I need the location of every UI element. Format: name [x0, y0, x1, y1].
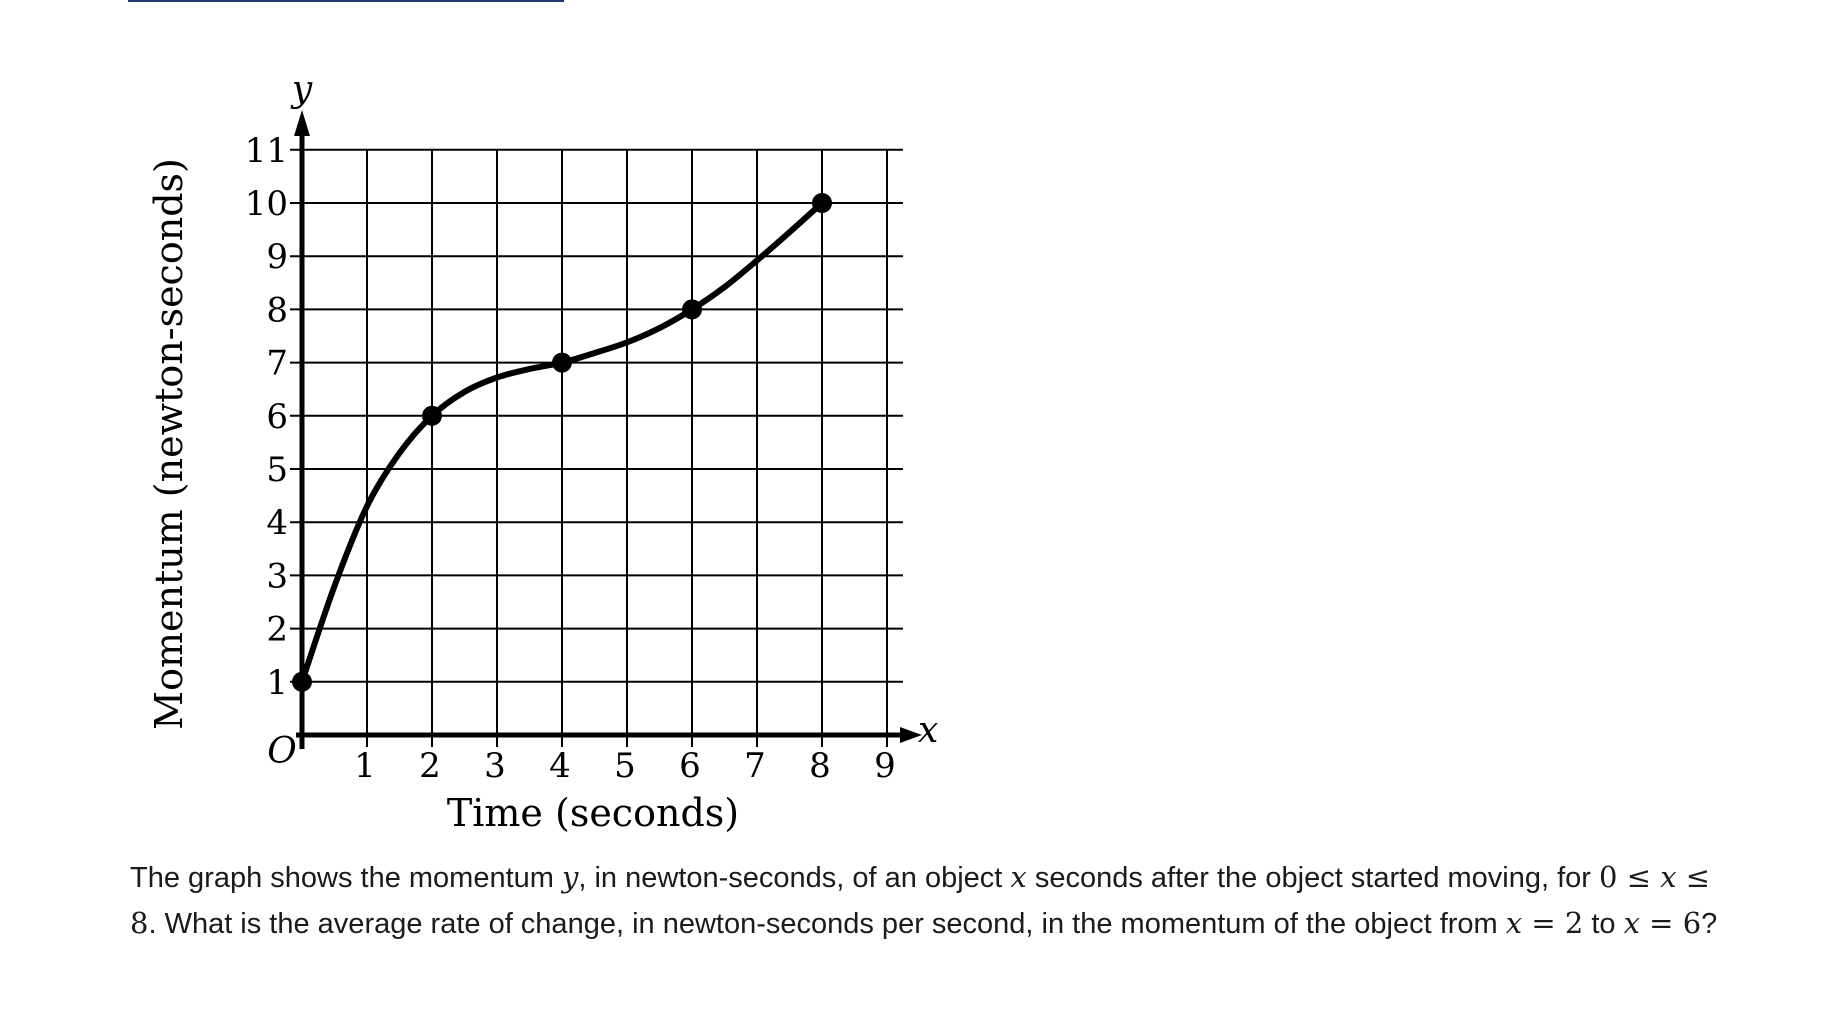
data-point [292, 671, 312, 692]
chart-axes [294, 110, 922, 749]
y-axis-variable: y [290, 69, 313, 110]
question-part: ? [1701, 908, 1718, 940]
math-inequality-right: ≤ 8 [130, 860, 1711, 940]
x-tick-label: 4 [549, 746, 571, 786]
x-tick-label: 8 [809, 746, 831, 786]
data-points [292, 193, 832, 692]
y-tick-label: 3 [266, 556, 288, 596]
y-tick-label: 8 [266, 290, 288, 330]
x-axis-title: Time (seconds) [447, 791, 739, 835]
data-point [682, 299, 702, 320]
data-point [422, 405, 442, 426]
x-tick-label: 3 [484, 746, 506, 786]
x-tick-label: 6 [679, 746, 701, 786]
y-axis-title: Momentum (newton-seconds) [147, 158, 191, 730]
math-variable-y: y [561, 860, 579, 894]
x-tick-label: 2 [419, 746, 441, 786]
question-part: . What is the average rate of change, in… [148, 908, 1506, 940]
y-tick-label: 2 [266, 610, 288, 650]
data-point [812, 193, 832, 213]
y-tick-label: 11 [245, 131, 288, 171]
math-variable-x: x [1623, 906, 1640, 940]
y-tick-label: 6 [266, 397, 288, 437]
data-point [552, 352, 572, 373]
math-variable-x: x [1010, 860, 1027, 894]
x-tick-label: 7 [744, 746, 766, 786]
y-tick-label: 5 [266, 450, 288, 490]
origin-label: O [267, 731, 297, 772]
y-tick-label: 10 [245, 184, 288, 224]
y-tick-label: 7 [266, 344, 288, 384]
question-part: The graph shows the momentum [130, 862, 562, 894]
question-text: The graph shows the momentum y, in newto… [130, 855, 1730, 947]
x-tick-label: 5 [614, 746, 636, 786]
math-equation: = 6 [1639, 906, 1702, 940]
math-inequality-left: 0 ≤ [1599, 860, 1661, 894]
math-variable-x: x [1505, 906, 1523, 940]
y-tick-label: 1 [266, 663, 288, 703]
x-tick-label: 1 [354, 746, 376, 786]
y-axis-arrowhead [294, 110, 310, 136]
question-part: to [1583, 908, 1624, 940]
math-variable-x: x [1660, 860, 1677, 894]
top-divider [128, 0, 564, 2]
x-axis-arrowhead [900, 727, 922, 743]
tick-labels: 1 2 3 4 5 6 7 8 9 1 2 3 4 5 6 7 8 9 10 11 [245, 131, 896, 786]
question-part: , in newton-seconds, of an object [578, 862, 1011, 894]
chart-grid [290, 148, 903, 747]
x-tick-label: 9 [874, 746, 896, 786]
math-equation: = 2 [1522, 906, 1584, 940]
question-part: seconds after the object started moving,… [1026, 862, 1600, 894]
y-tick-label: 9 [266, 237, 288, 277]
y-tick-label: 4 [266, 503, 288, 543]
x-axis-variable: x [918, 710, 938, 751]
